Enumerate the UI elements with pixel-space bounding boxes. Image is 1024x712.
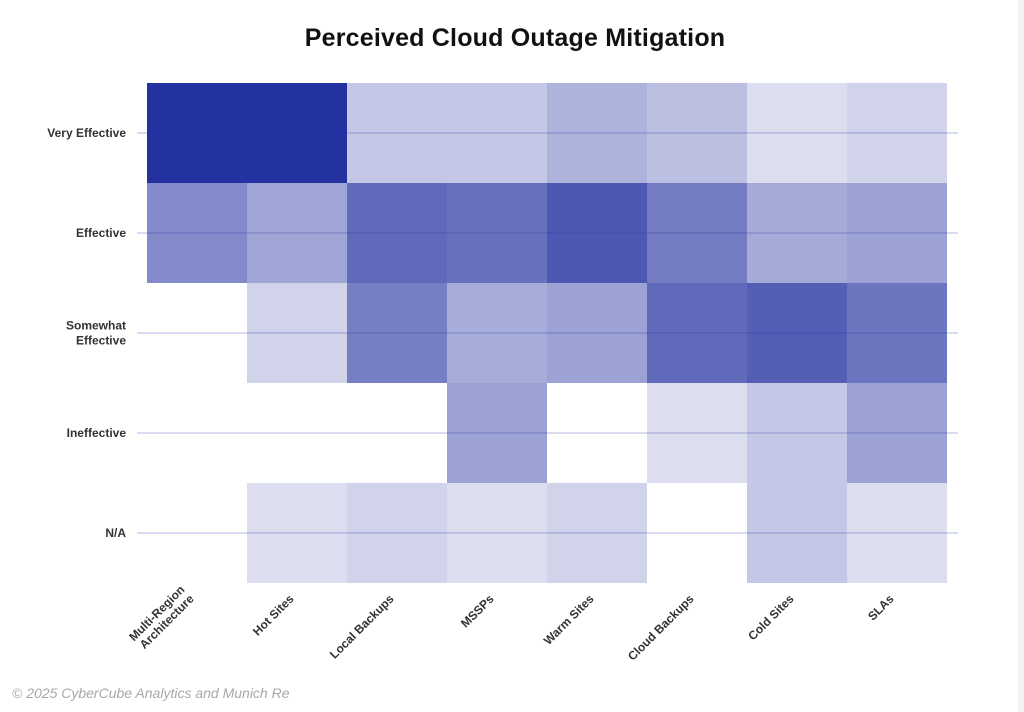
heatmap-cell bbox=[647, 283, 747, 383]
heatmap-cell bbox=[747, 483, 847, 583]
heatmap-cell bbox=[347, 183, 447, 283]
y-tick-label: Effective bbox=[76, 226, 126, 240]
x-tick-label: SLAs bbox=[865, 592, 897, 624]
x-tick-label: Cold Sites bbox=[745, 592, 797, 644]
x-tick-label: Hot Sites bbox=[250, 592, 297, 639]
y-tick-label: Very Effective bbox=[47, 126, 126, 140]
heatmap-cell bbox=[847, 183, 947, 283]
x-axis-labels: Multi-RegionArchitecture Hot Sites Local B… bbox=[126, 582, 897, 664]
heatmap-cell bbox=[447, 383, 547, 483]
x-tick-label: MSSPs bbox=[458, 592, 497, 631]
heatmap-cell bbox=[347, 283, 447, 383]
heatmap-cell bbox=[347, 483, 447, 583]
heatmap-cell bbox=[847, 83, 947, 183]
heatmap-cell bbox=[747, 183, 847, 283]
heatmap-cell bbox=[547, 483, 647, 583]
heatmap-cell bbox=[647, 383, 747, 483]
heatmap-cell bbox=[147, 183, 247, 283]
heatmap-cell bbox=[547, 283, 647, 383]
heatmap-cell bbox=[247, 183, 347, 283]
heatmap-cell bbox=[247, 483, 347, 583]
heatmap-cell bbox=[747, 383, 847, 483]
heatmap-cell bbox=[847, 283, 947, 383]
y-axis-labels: Very Effective Effective Somewhat Effective… bbox=[47, 126, 126, 540]
x-tick-label: Cloud Backups bbox=[625, 592, 697, 664]
x-tick-label: Multi-RegionArchitecture bbox=[126, 582, 197, 653]
heatmap-cell bbox=[447, 183, 547, 283]
heatmap-cell bbox=[647, 183, 747, 283]
heatmap-cell bbox=[447, 483, 547, 583]
page-edge bbox=[1018, 0, 1024, 712]
heatmap-cell bbox=[747, 83, 847, 183]
heatmap-cell bbox=[447, 283, 547, 383]
heatmap-cell bbox=[447, 83, 547, 183]
heatmap-cell bbox=[147, 83, 247, 183]
heatmap-cell bbox=[847, 483, 947, 583]
x-tick-label: Local Backups bbox=[327, 592, 397, 662]
x-tick-label: Warm Sites bbox=[541, 592, 597, 648]
y-tick-label: Somewhat Effective bbox=[66, 319, 126, 348]
heatmap-cell bbox=[547, 83, 647, 183]
heatmap-cell bbox=[547, 183, 647, 283]
heatmap-cell bbox=[247, 283, 347, 383]
chart-title: Perceived Cloud Outage Mitigation bbox=[304, 24, 726, 52]
heatmap-cell bbox=[247, 83, 347, 183]
heatmap-cell bbox=[347, 83, 447, 183]
heatmap-cell bbox=[847, 383, 947, 483]
heatmap-cell bbox=[647, 83, 747, 183]
y-tick-label: N/A bbox=[105, 526, 126, 540]
heatmap-cells bbox=[147, 83, 947, 583]
y-tick-label: Ineffective bbox=[67, 426, 127, 440]
heatmap-cell bbox=[747, 283, 847, 383]
copyright-footer: © 2025 CyberCube Analytics and Munich Re bbox=[12, 685, 290, 701]
